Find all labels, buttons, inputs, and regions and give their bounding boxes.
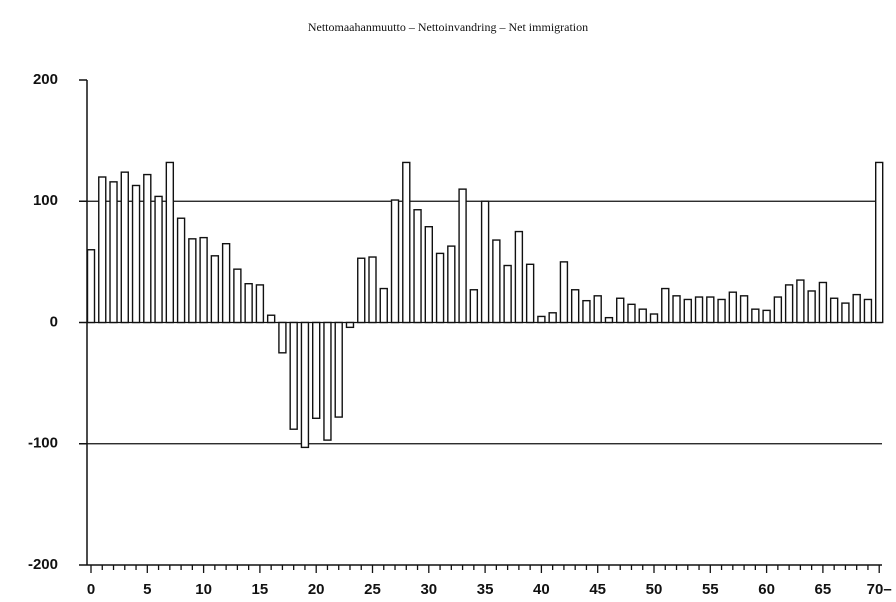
bar — [503, 264, 512, 324]
bar — [345, 321, 355, 329]
bar — [447, 245, 456, 324]
bar — [357, 257, 366, 324]
bar — [402, 161, 411, 324]
bar — [323, 321, 332, 441]
bar — [154, 195, 163, 324]
bar — [176, 217, 186, 324]
x-tick-label: 5 — [143, 581, 151, 598]
x-tick-label: 65 — [815, 581, 832, 598]
bar — [413, 209, 422, 324]
bar — [604, 316, 614, 324]
bar — [233, 268, 242, 324]
bar — [289, 321, 298, 430]
x-tick-label: 15 — [252, 581, 269, 598]
bar — [728, 291, 738, 324]
bar — [390, 199, 400, 324]
bar — [863, 298, 873, 324]
x-tick-label: 40 — [533, 581, 550, 598]
x-tick-label: 35 — [477, 581, 494, 598]
bar — [548, 312, 557, 324]
bar — [120, 171, 129, 324]
bar — [334, 321, 343, 418]
bar — [165, 161, 175, 324]
x-tick-label: 25 — [364, 581, 381, 598]
bar — [199, 236, 208, 324]
bar — [841, 302, 850, 324]
bar — [458, 188, 467, 324]
bar — [492, 239, 501, 324]
bar — [86, 249, 96, 324]
bar — [221, 242, 231, 324]
bar — [570, 289, 580, 324]
bar — [807, 290, 816, 324]
bar — [210, 255, 220, 324]
bar — [582, 299, 591, 324]
bar — [649, 313, 659, 324]
x-tick-label: 60 — [758, 581, 775, 598]
bar — [773, 296, 783, 324]
bar — [661, 287, 670, 324]
bar — [852, 293, 861, 324]
bar — [244, 283, 253, 324]
y-tick-label: -100 — [28, 435, 58, 452]
bar — [683, 298, 692, 324]
x-tick-label: 20 — [308, 581, 325, 598]
bar — [435, 252, 445, 324]
bar — [480, 200, 490, 324]
bar — [98, 176, 107, 324]
bar — [717, 298, 726, 324]
bar — [537, 315, 546, 324]
bar — [818, 281, 828, 324]
bar — [188, 238, 197, 324]
y-tick-label: -200 — [28, 556, 58, 573]
bar — [255, 284, 265, 324]
bar — [616, 297, 625, 324]
bar — [638, 308, 647, 324]
bar — [266, 314, 276, 324]
chart-title: Nettomaahanmuutto – Nettoinvandring – Ne… — [308, 20, 588, 34]
bar — [379, 287, 388, 324]
bar — [312, 321, 321, 419]
x-tick-label: 0 — [87, 581, 95, 598]
bar — [796, 279, 805, 324]
bar — [762, 309, 771, 324]
bar — [525, 263, 535, 324]
bar — [829, 297, 839, 324]
bar — [784, 284, 794, 324]
bar — [278, 321, 287, 354]
x-tick-label: 10 — [195, 581, 212, 598]
bar — [300, 321, 310, 449]
bar — [514, 230, 524, 324]
y-tick-label: 0 — [50, 313, 58, 330]
bar — [469, 289, 479, 324]
x-tick-label: 50 — [646, 581, 663, 598]
bar — [593, 295, 602, 324]
bar — [424, 226, 433, 324]
bar — [706, 296, 715, 324]
y-tick-label: 200 — [33, 71, 58, 88]
bar — [109, 181, 118, 324]
bar — [559, 261, 569, 324]
bar — [131, 184, 141, 324]
bar — [875, 161, 884, 324]
x-tick-label: 55 — [702, 581, 719, 598]
x-tick-label: 70– — [867, 581, 892, 598]
bar — [694, 296, 704, 324]
bar — [739, 295, 749, 324]
bar — [672, 295, 681, 324]
x-tick-label: 45 — [589, 581, 606, 598]
bar — [627, 303, 636, 324]
y-tick-label: 100 — [33, 192, 58, 209]
x-tick-label: 30 — [420, 581, 437, 598]
bar — [143, 173, 152, 324]
bar — [368, 256, 377, 324]
bar — [751, 308, 760, 324]
